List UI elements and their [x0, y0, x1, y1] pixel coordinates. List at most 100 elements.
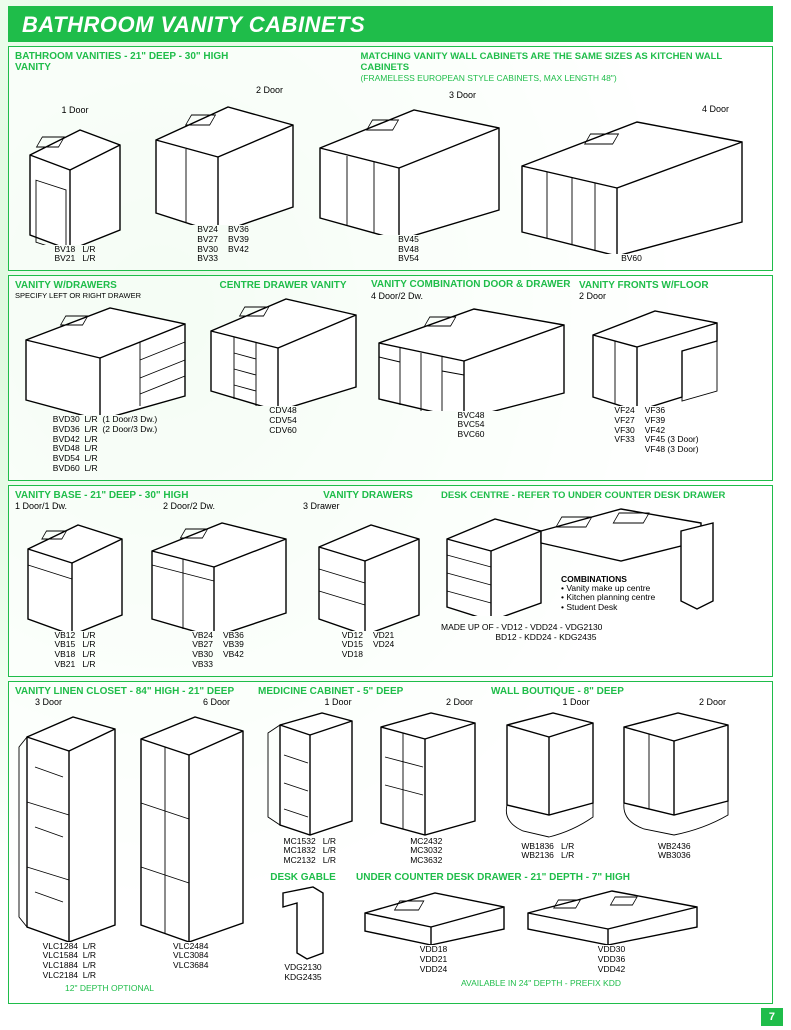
sub: 1 Door: [325, 697, 352, 707]
heading: VANITY COMBINATION DOOR & DRAWER: [371, 280, 570, 291]
cabinet-illustration: [587, 301, 727, 406]
cabinet-1door: 1 Door BV18 L/R BV21 L/R: [15, 105, 135, 265]
cabinet-illustration: [260, 707, 360, 837]
depth-optional: 12" DEPTH OPTIONAL: [65, 983, 250, 993]
made-of: MADE UP OF - VD12 - VDD24 - VDG2130 BD12…: [441, 623, 731, 643]
heading: DESK GABLE: [270, 872, 336, 883]
s1-match-sub: (FRAMELESS EUROPEAN STYLE CABINETS, MAX …: [360, 73, 766, 83]
sub: 6 Door: [203, 697, 230, 707]
door-label: 1 Door: [61, 105, 88, 115]
page-title: BATHROOM VANITY CABINETS: [8, 6, 773, 42]
sub: 2 Door: [579, 291, 709, 301]
cabinet-illustration: [148, 95, 298, 225]
codes: VLC2484 VLC3084 VLC3684: [173, 942, 208, 971]
codes: BV36 BV39 BV42: [228, 225, 249, 264]
codes: VDD18 VDD21 VDD24: [420, 945, 447, 974]
cabinet-illustration: [371, 707, 481, 837]
heading: VANITY DRAWERS: [323, 490, 413, 501]
page-number: 7: [761, 1008, 783, 1026]
codes: VDD30 VDD36 VDD42: [598, 945, 625, 974]
door-label: 2 Door: [256, 85, 283, 95]
sub: 1 Door/1 Dw.: [15, 501, 67, 511]
heading: VANITY BASE - 21" DEEP - 30" HIGH: [15, 490, 295, 501]
codes: BV45 BV48 BV54: [398, 235, 419, 264]
codes: BV18 L/R BV21 L/R: [54, 245, 95, 265]
heading: DESK CENTRE - REFER TO UNDER COUNTER DES…: [441, 490, 731, 501]
sub: 2 Door: [446, 697, 473, 707]
drawer-illustration: [522, 885, 702, 945]
cabinet-illustration: [493, 707, 603, 842]
cabinet-illustration: [133, 707, 248, 942]
vanity-combo: VANITY COMBINATION DOOR & DRAWER 4 Door/…: [371, 280, 571, 440]
cabinet-2door: 2 Door BV24 BV27 BV30 BV33 BV36 BV39 BV4…: [143, 85, 303, 264]
codes: VB36 VB39 VB42: [223, 631, 244, 670]
gable-illustration: [273, 883, 333, 963]
cabinet-illustration: [374, 301, 569, 411]
desk-centre: DESK CENTRE - REFER TO UNDER COUNTER DES…: [441, 490, 731, 643]
avail-note: AVAILABLE IN 24" DEPTH - PREFIX KDD: [356, 978, 726, 988]
cabinet-illustration: [314, 100, 504, 235]
codes: VDG2130 KDG2435: [284, 963, 321, 983]
codes: VLC1284 L/R VLC1584 L/R VLC1884 L/R VLC2…: [43, 942, 96, 981]
sub: 3 Door: [35, 697, 62, 707]
page-body: BATHROOM VANITIES - 21" DEEP - 30" HIGH …: [8, 46, 773, 1004]
codes: BVD30 L/R (1 Door/3 Dw.) BVD36 L/R (2 Do…: [53, 415, 157, 474]
codes: MC2432 MC3032 MC3632: [410, 837, 442, 866]
codes: VD21 VD24: [373, 631, 394, 660]
medicine-cabinet: MEDICINE CABINET - 5" DEEP 1 Door MC1532…: [258, 686, 483, 866]
sub: 2 Door/2 Dw.: [163, 501, 215, 511]
codes: CDV48 CDV54 CDV60: [269, 406, 296, 435]
codes: WB1836 L/R WB2136 L/R: [521, 842, 574, 862]
drawer-illustration: [359, 885, 509, 945]
cabinet-illustration: [206, 291, 361, 406]
codes: BV24 BV27 BV30 BV33: [197, 225, 218, 264]
codes: VB12 L/R VB15 L/R VB18 L/R VB21 L/R: [54, 631, 95, 670]
vanity-fronts: VANITY FRONTS W/FLOOR 2 Door VF24 VF27 V…: [579, 280, 734, 455]
sub: 2 Door: [699, 697, 726, 707]
heading: CENTRE DRAWER VANITY: [219, 280, 346, 291]
heading: UNDER COUNTER DESK DRAWER - 21" DEPTH - …: [356, 872, 726, 883]
codes: MC1532 L/R MC1832 L/R MC2132 L/R: [284, 837, 336, 866]
codes: VF36 VF39 VF42 VF45 (3 Door) VF48 (3 Doo…: [645, 406, 699, 455]
door-label: 4 Door: [702, 104, 729, 114]
sub: 3 Drawer: [303, 501, 340, 511]
heading: VANITY FRONTS W/FLOOR: [579, 280, 709, 291]
wall-boutique: WALL BOUTIQUE - 8" DEEP 1 Door WB1836 L/…: [491, 686, 736, 862]
cabinet-illustration: [146, 511, 291, 631]
codes: VD12 VD15 VD18: [342, 631, 363, 660]
vanity-base: VANITY BASE - 21" DEEP - 30" HIGH 1 Door…: [15, 490, 295, 670]
section-closet: VANITY LINEN CLOSET - 84" HIGH - 21" DEE…: [8, 681, 773, 1004]
centre-drawer-vanity: CENTRE DRAWER VANITY CDV48 CDV54 CDV60: [203, 280, 363, 435]
cabinet-illustration: [517, 114, 747, 254]
codes: WB2436 WB3036: [658, 842, 691, 862]
codes: BV60: [621, 254, 642, 264]
s1-heading: BATHROOM VANITIES - 21" DEEP - 30" HIGH: [15, 51, 360, 62]
heading: VANITY W/DRAWERS: [15, 280, 141, 291]
sub: SPECIFY LEFT OR RIGHT DRAWER: [15, 291, 141, 300]
s1-match-line: MATCHING VANITY WALL CABINETS ARE THE SA…: [360, 51, 766, 73]
vanity-drawers: VANITY DRAWERS 3 Drawer VD12 VD15 VD18 V…: [303, 490, 433, 660]
cabinet-illustration: [20, 300, 190, 415]
cabinet-illustration: [614, 707, 734, 842]
cabinet-illustration: [17, 707, 122, 942]
heading: WALL BOUTIQUE - 8" DEEP: [491, 686, 736, 697]
s1-vanity-label: VANITY: [15, 62, 360, 73]
section-vanities: BATHROOM VANITIES - 21" DEEP - 30" HIGH …: [8, 46, 773, 271]
vanity-wdrawers: VANITY W/DRAWERS SPECIFY LEFT OR RIGHT D…: [15, 280, 195, 474]
heading: VANITY LINEN CLOSET - 84" HIGH - 21" DEE…: [15, 686, 250, 697]
cabinet-3door: 3 Door BV45 BV48 BV54: [311, 90, 506, 264]
desk-gable: DESK GABLE VDG2130 KDG2435: [258, 872, 348, 983]
section-drawers: VANITY W/DRAWERS SPECIFY LEFT OR RIGHT D…: [8, 275, 773, 481]
cabinet-illustration: [20, 511, 130, 631]
cabinet-illustration: [311, 511, 426, 631]
codes: VB24 VB27 VB30 VB33: [192, 631, 213, 670]
sub: 4 Door/2 Dw.: [371, 291, 570, 301]
linen-closet: VANITY LINEN CLOSET - 84" HIGH - 21" DEE…: [15, 686, 250, 993]
section-base: VANITY BASE - 21" DEEP - 30" HIGH 1 Door…: [8, 485, 773, 677]
cabinet-4door: 4 Door BV60: [514, 104, 749, 264]
codes: BVC48 BVC54 BVC60: [458, 411, 485, 440]
codes: VF24 VF27 VF30 VF33: [614, 406, 634, 455]
cabinet-illustration: [20, 115, 130, 245]
door-label: 3 Door: [449, 90, 476, 100]
under-counter-drawer: UNDER COUNTER DESK DRAWER - 21" DEPTH - …: [356, 872, 726, 988]
